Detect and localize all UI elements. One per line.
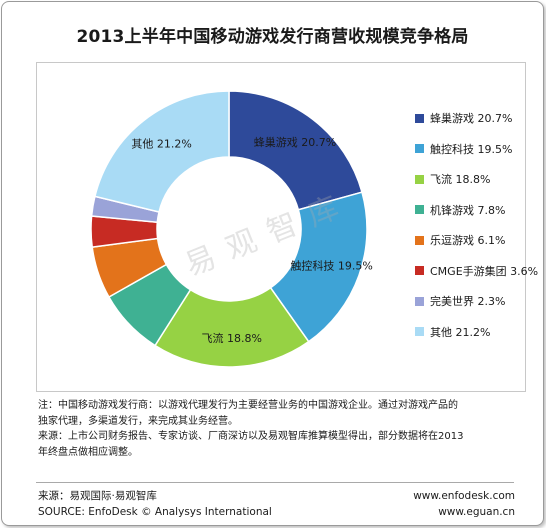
legend-label: 其他 21.2% [430,325,491,339]
legend-label: 机锋游戏 7.8% [430,203,506,217]
legend-swatch [415,296,424,306]
legend-swatch [415,235,424,245]
slice-label-8: 其他 21.2% [131,137,191,150]
legend-swatch [415,266,424,275]
chart-title: 2013上半年中国移动游戏发行商营收规模竞争格局 [76,27,469,47]
url-eguan[interactable]: www.eguan.cn [438,506,515,518]
legend-swatch [415,174,424,184]
donut-chart: 蜂巢游戏 20.7%触控科技 19.5%飞流 18.8%其他 21.2%易观智库 [90,90,373,368]
note-line-1: 注：中国移动游戏发行商：以游戏代理发行为主要经营业务的中国游戏企业。通过对游戏产… [38,400,458,411]
source-cn: 来源：易观国际·易观智库 [38,490,157,502]
legend-swatch [415,144,424,153]
legend-label: CMGE手游集团 3.6% [430,264,539,278]
legend-label: 蜂巢游戏 20.7% [430,112,513,125]
slice-label-2: 触控科技 19.5% [290,259,372,273]
note-line-2: 独家代理，多渠道发行，来完成其业务经营。 [38,415,238,427]
legend-item-8: 其他 21.2% [415,325,490,339]
footer-divider [36,482,514,483]
legend-label: 完美世界 2.3% [430,295,506,308]
source-en: SOURCE: EnfoDesk © Analysys Internationa… [38,506,272,518]
legend-swatch [415,205,424,214]
donut-slice-2 [269,191,368,343]
legend-item-2: 触控科技 19.5% [415,142,512,156]
note-line-3: 来源：上市公司财务报告、专家访谈、厂商深访以及易观智库推算模型得出，部分数据将在… [38,431,464,442]
legend-item-4: 机锋游戏 7.8% [415,203,505,217]
chart-plot-area: 蜂巢游戏 20.7% 触控科技 19.5% 飞流 18.8% 其他 21.2% 易观智库… [36,62,538,392]
slice-label-1: 蜂巢游戏 20.7% [254,135,336,149]
source-block: 来源：易观国际·易观智库 SOURCE: EnfoDesk © Analysys… [38,488,272,520]
legend-item-6: CMGE手游集团 3.6% [415,264,538,278]
legend-item-3: 飞流 18.8% [415,172,490,186]
donut-slice-1 [228,90,363,211]
legend-swatch [415,113,424,123]
legend-swatch [415,327,424,336]
legend-item-5: 乐逗游戏 6.1% [415,233,505,247]
url-block: www.enfodesk.com www.eguan.cn [413,488,515,520]
legend-item-7: 完美世界 2.3% [415,294,505,308]
note-line-4: 年终盘点做相应调整。 [38,446,138,458]
legend-item-1: 蜂巢游戏 20.7% [415,111,512,125]
legend-label: 飞流 18.8% [430,173,491,186]
legend-label: 乐逗游戏 6.1% [430,234,506,247]
url-enfodesk[interactable]: www.enfodesk.com [413,490,515,502]
donut-slice-8 [94,90,230,213]
legend-label: 触控科技 19.5% [430,142,513,156]
notes-block: 注：中国移动游戏发行商：以游戏代理发行为主要经营业务的中国游戏企业。通过对游戏产… [38,398,508,460]
slice-label-3: 飞流 18.8% [202,331,262,345]
